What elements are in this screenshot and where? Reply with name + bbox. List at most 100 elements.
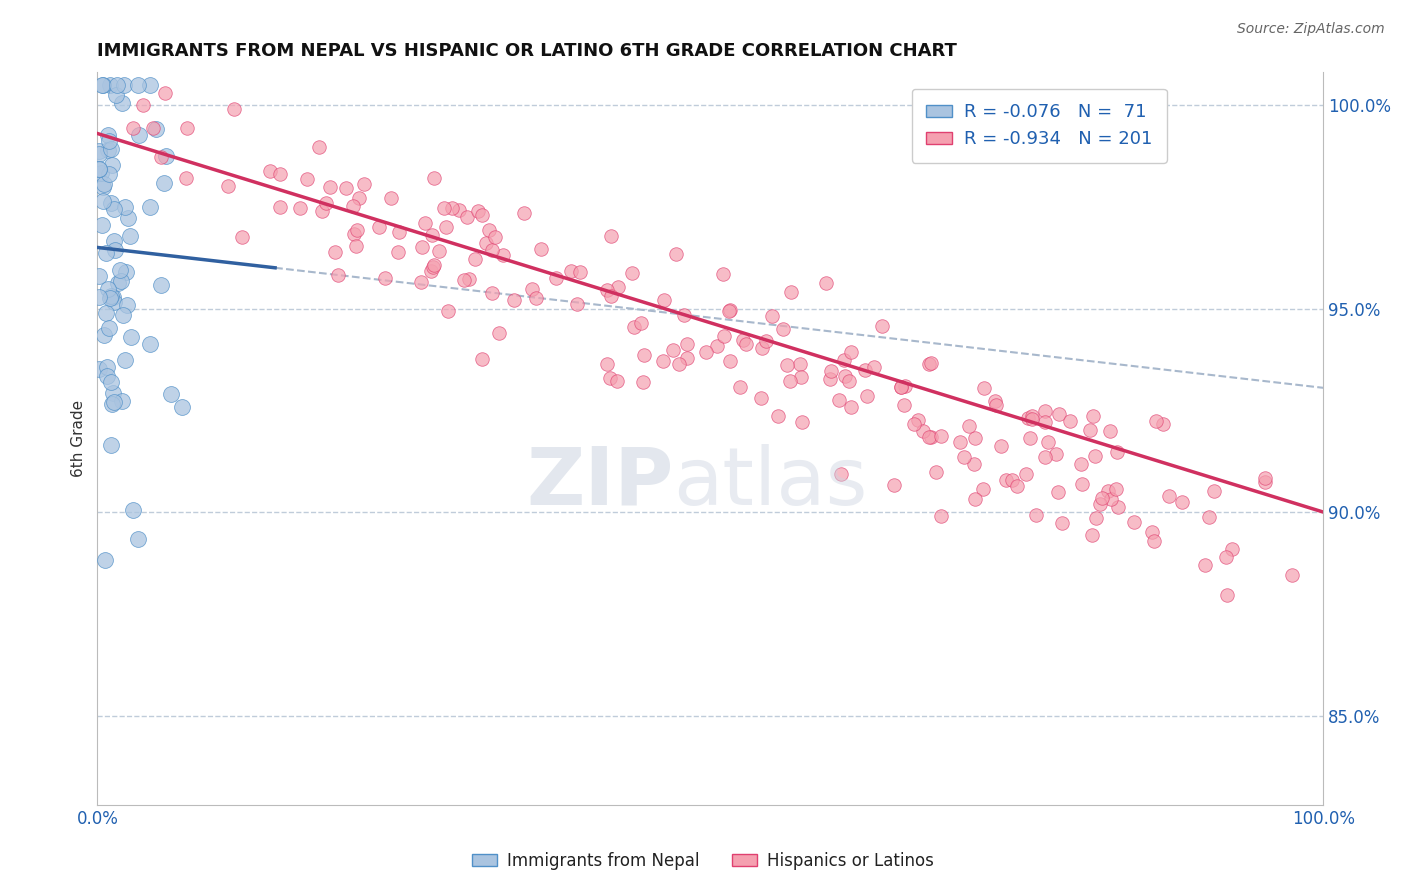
- Point: [676, 336, 699, 351]
- Point: [1105, 482, 1128, 496]
- Point: [100, 158, 122, 172]
- Point: [838, 374, 860, 388]
- Point: [1157, 489, 1180, 503]
- Point: [98, 291, 121, 305]
- Point: [98, 321, 121, 335]
- Point: [1083, 409, 1105, 424]
- Point: [326, 268, 349, 282]
- Point: [735, 336, 758, 351]
- Point: [114, 353, 136, 368]
- Point: [467, 204, 489, 219]
- Point: [832, 353, 855, 368]
- Point: [422, 260, 444, 275]
- Point: [749, 392, 772, 406]
- Point: [834, 369, 856, 384]
- Point: [1021, 411, 1043, 425]
- Point: [434, 220, 457, 235]
- Point: [665, 246, 688, 260]
- Point: [957, 418, 980, 433]
- Point: [87, 362, 110, 376]
- Point: [1216, 589, 1239, 603]
- Point: [96, 360, 118, 375]
- Point: [1017, 410, 1039, 425]
- Point: [98, 78, 121, 92]
- Point: [100, 438, 122, 452]
- Point: [122, 503, 145, 517]
- Point: [1070, 477, 1092, 491]
- Point: [142, 120, 165, 135]
- Point: [342, 199, 364, 213]
- Point: [931, 508, 953, 523]
- Point: [990, 439, 1012, 453]
- Point: [411, 240, 433, 254]
- Point: [839, 345, 862, 359]
- Point: [631, 376, 654, 390]
- Point: [481, 243, 503, 257]
- Point: [706, 339, 728, 353]
- Point: [103, 234, 125, 248]
- Point: [870, 318, 893, 333]
- Point: [295, 171, 318, 186]
- Point: [96, 282, 118, 296]
- Point: [94, 246, 117, 260]
- Point: [447, 202, 470, 217]
- Point: [97, 128, 120, 142]
- Point: [1254, 475, 1277, 489]
- Point: [855, 389, 877, 403]
- Point: [995, 473, 1018, 487]
- Point: [100, 289, 122, 303]
- Point: [893, 398, 915, 412]
- Point: [779, 374, 801, 388]
- Point: [441, 201, 464, 215]
- Point: [565, 297, 588, 311]
- Point: [453, 272, 475, 286]
- Point: [1078, 423, 1101, 437]
- Point: [103, 202, 125, 216]
- Point: [488, 326, 510, 340]
- Point: [606, 374, 628, 388]
- Point: [673, 308, 696, 322]
- Point: [420, 227, 443, 242]
- Point: [1098, 424, 1121, 438]
- Point: [1033, 404, 1056, 418]
- Point: [311, 204, 333, 219]
- Point: [111, 96, 134, 111]
- Point: [1171, 495, 1194, 509]
- Point: [149, 150, 172, 164]
- Point: [100, 142, 122, 156]
- Point: [596, 283, 619, 297]
- Point: [524, 292, 547, 306]
- Point: [789, 357, 811, 371]
- Point: [779, 285, 801, 300]
- Point: [315, 196, 337, 211]
- Point: [98, 167, 121, 181]
- Point: [94, 553, 117, 567]
- Point: [1202, 483, 1225, 498]
- Point: [91, 78, 114, 92]
- Point: [117, 211, 139, 225]
- Point: [883, 477, 905, 491]
- Point: [269, 200, 291, 214]
- Point: [1107, 500, 1129, 514]
- Point: [814, 277, 837, 291]
- Point: [918, 429, 941, 443]
- Point: [111, 394, 134, 409]
- Point: [973, 381, 995, 395]
- Point: [492, 247, 515, 261]
- Point: [1143, 533, 1166, 548]
- Point: [713, 329, 735, 343]
- Point: [1091, 491, 1114, 505]
- Point: [115, 298, 138, 312]
- Point: [160, 386, 183, 401]
- Point: [170, 400, 193, 414]
- Point: [87, 269, 110, 284]
- Point: [1220, 541, 1243, 556]
- Point: [155, 149, 177, 163]
- Point: [346, 223, 368, 237]
- Point: [623, 319, 645, 334]
- Point: [711, 267, 734, 281]
- Point: [772, 322, 794, 336]
- Point: [456, 210, 478, 224]
- Point: [830, 467, 852, 481]
- Point: [761, 309, 783, 323]
